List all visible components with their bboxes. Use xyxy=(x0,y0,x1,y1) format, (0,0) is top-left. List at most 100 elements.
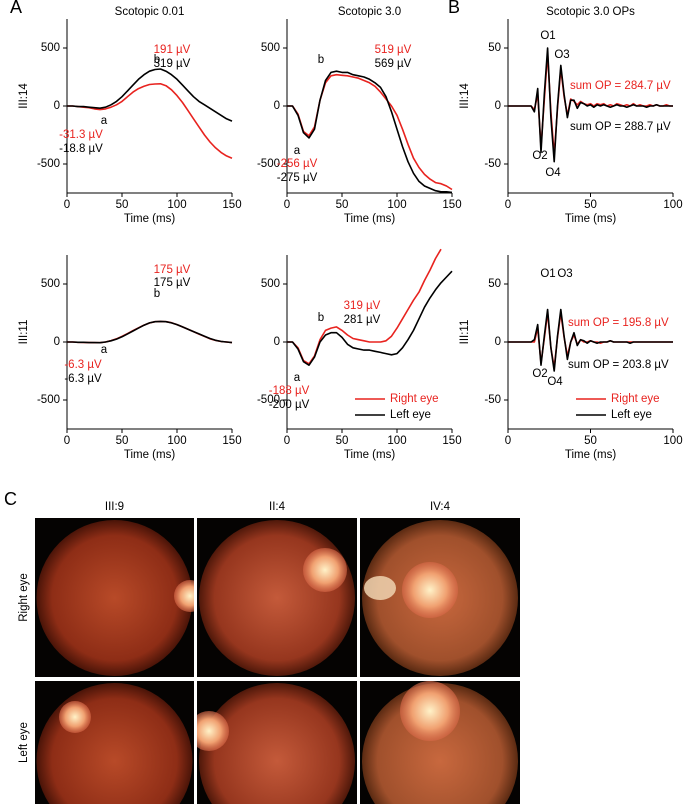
panel-letter: C xyxy=(4,489,17,509)
row-label: III:14 xyxy=(18,83,30,109)
annotation: 319 µV xyxy=(344,300,381,312)
annotation: O4 xyxy=(547,376,563,388)
annotation: 191 µV xyxy=(154,44,191,56)
photo-content xyxy=(36,520,194,676)
y-tick-label: 0 xyxy=(495,100,501,112)
photo-content xyxy=(362,520,518,676)
annotation: -6.3 µV xyxy=(64,359,102,371)
fundus-photo xyxy=(360,518,520,677)
x-axis-label: Time (ms) xyxy=(124,449,175,461)
retina xyxy=(199,683,355,804)
photo-content xyxy=(362,681,518,804)
x-axis-label: Time (ms) xyxy=(344,213,395,225)
x-tick-label: 100 xyxy=(167,199,186,211)
x-tick-label: 100 xyxy=(167,435,186,447)
x-tick-label: 0 xyxy=(505,435,511,447)
retina xyxy=(36,520,193,676)
fundus-column-label: II:4 xyxy=(269,501,286,513)
photo-content xyxy=(199,520,355,676)
fundus-photo xyxy=(197,681,357,804)
y-tick-label: 0 xyxy=(54,100,60,112)
y-tick-label: -500 xyxy=(37,394,60,406)
legend-label: Right eye xyxy=(390,393,439,405)
y-tick-label: -500 xyxy=(257,158,280,170)
annotation: b xyxy=(154,54,160,66)
fundus-row-label: Left eye xyxy=(18,722,30,763)
row-label: III:14 xyxy=(459,83,471,109)
panel-letter: B xyxy=(448,0,460,17)
photo-content xyxy=(36,683,193,804)
y-tick-label: 0 xyxy=(274,336,280,348)
annotation: -200 µV xyxy=(269,399,310,411)
annotation: -275 µV xyxy=(277,172,318,184)
optic-disc xyxy=(400,681,460,741)
annotation: -6.3 µV xyxy=(64,373,102,385)
fundus-photo xyxy=(360,681,520,804)
x-tick-label: 100 xyxy=(387,435,406,447)
fundus-photo xyxy=(35,681,194,804)
x-tick-label: 50 xyxy=(584,199,597,211)
x-tick-label: 0 xyxy=(284,199,290,211)
x-tick-label: 150 xyxy=(222,199,241,211)
trace xyxy=(508,47,673,163)
y-tick-label: 50 xyxy=(488,278,501,290)
optic-disc xyxy=(59,701,91,733)
x-tick-label: 100 xyxy=(663,435,682,447)
annotation: O4 xyxy=(545,167,561,179)
legend-label: Right eye xyxy=(611,393,660,405)
trace xyxy=(67,320,233,344)
x-tick-label: 50 xyxy=(116,199,129,211)
annotation: b xyxy=(318,54,324,66)
optic-disc xyxy=(174,580,194,612)
annotation: -256 µV xyxy=(277,158,318,170)
trace xyxy=(287,70,453,194)
x-axis-label: Time (ms) xyxy=(344,449,395,461)
fundus-photo xyxy=(197,518,357,677)
trace xyxy=(508,308,673,372)
annotation: 519 µV xyxy=(375,44,412,56)
trace xyxy=(287,270,453,366)
optic-disc xyxy=(303,548,347,592)
x-tick-label: 0 xyxy=(64,199,70,211)
x-axis-label: Time (ms) xyxy=(565,449,616,461)
fundus-column-label: III:9 xyxy=(105,501,124,513)
y-tick-label: 500 xyxy=(41,278,60,290)
x-tick-label: 100 xyxy=(387,199,406,211)
x-tick-label: 50 xyxy=(584,435,597,447)
annotation: O3 xyxy=(557,268,572,280)
trace xyxy=(67,320,233,344)
y-tick-label: -500 xyxy=(37,158,60,170)
x-tick-label: 100 xyxy=(663,199,682,211)
optic-disc xyxy=(197,711,229,751)
annotation: 569 µV xyxy=(375,58,412,70)
annotation: O1 xyxy=(540,30,555,42)
lesion xyxy=(364,576,396,600)
annotation: 175 µV xyxy=(154,277,191,289)
annotation: a xyxy=(294,145,301,157)
y-tick-label: -50 xyxy=(484,158,501,170)
annotation: O3 xyxy=(554,49,569,61)
y-tick-label: -500 xyxy=(257,394,280,406)
x-tick-label: 150 xyxy=(222,435,241,447)
annotation: sum OP = 203.8 µV xyxy=(568,359,669,371)
chart-title: Scotopic 3.0 xyxy=(338,6,401,18)
row-label: III:11 xyxy=(18,320,30,345)
y-tick-label: 0 xyxy=(274,100,280,112)
annotation: O2 xyxy=(532,368,547,380)
x-tick-label: 150 xyxy=(442,199,461,211)
x-tick-label: 50 xyxy=(336,199,349,211)
x-tick-label: 50 xyxy=(116,435,129,447)
x-tick-label: 0 xyxy=(284,435,290,447)
annotation: O1 xyxy=(540,268,555,280)
legend-label: Left eye xyxy=(611,409,652,421)
y-tick-label: 500 xyxy=(261,42,280,54)
annotation: -188 µV xyxy=(269,385,310,397)
chart-title: Scotopic 0.01 xyxy=(115,6,185,18)
y-tick-label: 0 xyxy=(495,336,501,348)
x-axis-label: Time (ms) xyxy=(124,213,175,225)
annotation: sum OP = 195.8 µV xyxy=(568,317,669,329)
x-tick-label: 150 xyxy=(442,435,461,447)
x-tick-label: 0 xyxy=(505,199,511,211)
annotation: -31.3 µV xyxy=(59,129,103,141)
